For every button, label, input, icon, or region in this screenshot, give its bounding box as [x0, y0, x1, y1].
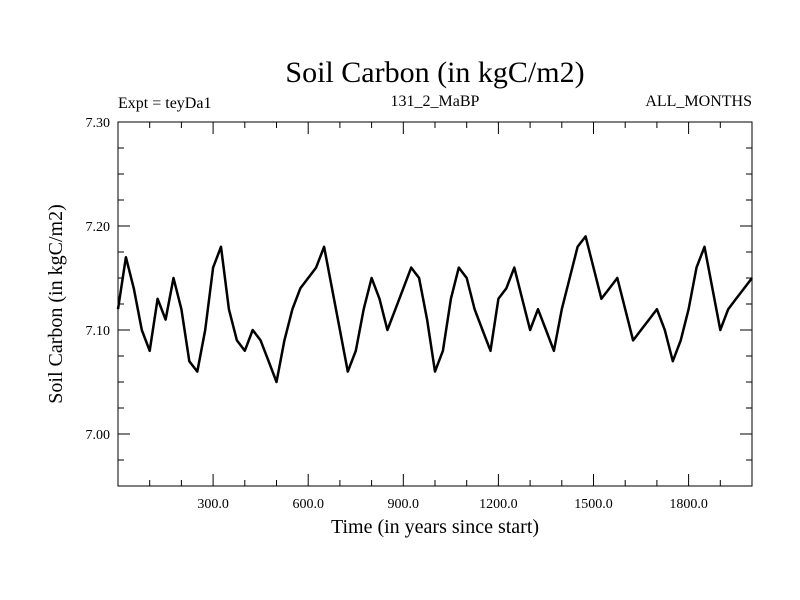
soil-carbon-series-line: [116, 235, 753, 384]
chart-title: Soil Carbon (in kgC/m2): [285, 56, 584, 89]
x-tick-label: 1800.0: [669, 497, 708, 512]
x-tick-label: 1200.0: [479, 497, 518, 512]
y-tick-label: 7.10: [86, 324, 111, 339]
x-tick-label: 900.0: [388, 497, 420, 512]
y-tick-label: 7.30: [86, 116, 111, 131]
x-tick-label: 1500.0: [574, 497, 613, 512]
y-tick-label: 7.00: [86, 428, 111, 443]
y-axis-label: Soil Carbon (in kgC/m2): [45, 204, 67, 403]
experiment-label: Expt = teyDa1: [118, 95, 211, 112]
x-axis-label: Time (in years since start): [331, 516, 539, 538]
period-label: 131_2_MaBP: [391, 93, 480, 110]
x-tick-label: 300.0: [197, 497, 229, 512]
plot-frame: [117, 121, 753, 487]
x-tick-label: 600.0: [292, 497, 324, 512]
y-tick-label: 7.20: [86, 220, 111, 235]
months-label: ALL_MONTHS: [645, 93, 752, 110]
